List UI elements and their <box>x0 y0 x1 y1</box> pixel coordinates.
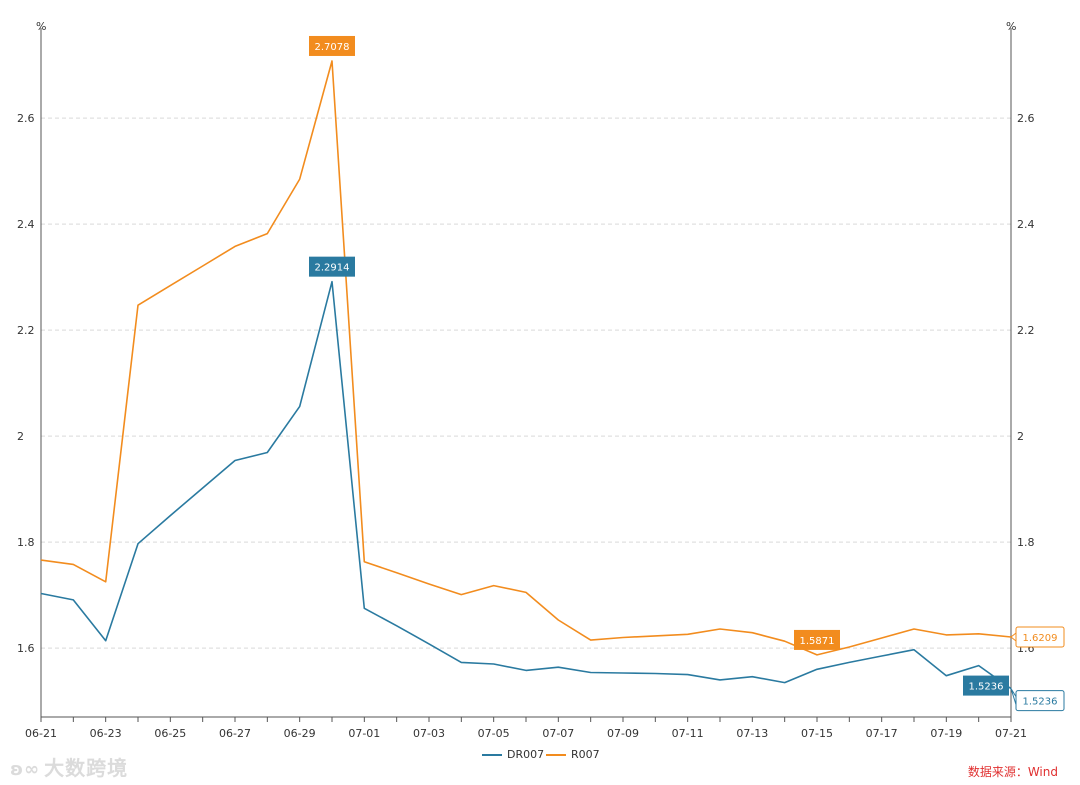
legend-item-r007[interactable]: R007 <box>546 748 600 761</box>
series-line-r007 <box>40 60 1012 656</box>
annotation-dr007-1_5236-3: 1.5236 <box>963 675 1009 696</box>
legend-swatch-r007 <box>546 753 566 756</box>
x-tick-label-07-19: 07-19 <box>930 727 962 740</box>
y-tick-right-2.4: 2.4 <box>1017 218 1035 231</box>
data-source-note: 数据来源：Wind <box>967 765 1058 779</box>
x-tick-label-06-25: 06-25 <box>154 727 186 740</box>
x-tick-label-07-17: 07-17 <box>866 727 898 740</box>
y-tick-right-2.6: 2.6 <box>1017 112 1035 125</box>
legend-label-dr007: DR007 <box>507 748 545 761</box>
x-tick-label-07-15: 07-15 <box>801 727 833 740</box>
annotation-r007-1_5871-2: 1.5871 <box>794 629 840 650</box>
y-tick-left-2.6: 2.6 <box>17 112 35 125</box>
watermark-icon: ʚ∞ <box>10 759 41 780</box>
watermark-logo: ʚ∞ 大数跨境 <box>10 752 128 781</box>
series-line-dr007 <box>40 280 1012 690</box>
annotation-box <box>309 256 355 277</box>
annotation-label: 2.2914 <box>315 263 350 274</box>
x-tick-label-06-29: 06-29 <box>284 727 316 740</box>
y-tick-left-2: 2 <box>17 430 24 443</box>
y-tick-left-1.8: 1.8 <box>17 536 35 549</box>
x-tick-label-06-27: 06-27 <box>219 727 251 740</box>
annotation-r007-2_7078-0: 2.7078 <box>309 35 355 56</box>
x-tick-label-07-07: 07-07 <box>542 727 574 740</box>
legend-label-r007: R007 <box>571 748 600 761</box>
y-tick-left-2.2: 2.2 <box>17 324 35 337</box>
x-tick-label-07-13: 07-13 <box>736 727 768 740</box>
annotation-box <box>794 629 840 650</box>
y-tick-right-2.2: 2.2 <box>1017 324 1035 337</box>
y-unit-left: % <box>36 20 46 33</box>
y-tick-right-2: 2 <box>1017 430 1024 443</box>
x-tick-label-07-01: 07-01 <box>348 727 380 740</box>
x-tick-label-06-23: 06-23 <box>90 727 122 740</box>
annotation-box <box>1015 626 1065 648</box>
watermark-text: 大数跨境 <box>44 756 129 780</box>
annotation-label: 1.5236 <box>969 682 1004 693</box>
annotation-box <box>1015 690 1065 712</box>
x-tick-label-07-21: 07-21 <box>995 727 1027 740</box>
annotation-label: 1.5236 <box>1023 697 1058 708</box>
annotation-pointer <box>1010 632 1017 642</box>
y-unit-right: % <box>1006 20 1016 33</box>
annotation-label: 1.5871 <box>800 636 835 647</box>
annotation-label: 1.6209 <box>1023 633 1058 644</box>
y-tick-right-1.8: 1.8 <box>1017 536 1035 549</box>
annotation-r007-1_6209-4: 1.6209 <box>1010 626 1065 648</box>
annotation-box <box>309 35 355 56</box>
annotation-label: 2.7078 <box>315 42 350 53</box>
annotation-box <box>963 675 1009 696</box>
legend-swatch-dr007 <box>482 753 502 756</box>
annotation-pointer <box>1010 688 1017 705</box>
x-tick-label-07-03: 07-03 <box>413 727 445 740</box>
x-tick-label-06-21: 06-21 <box>25 727 57 740</box>
y-tick-left-2.4: 2.4 <box>17 218 35 231</box>
y-tick-left-1.6: 1.6 <box>17 642 35 655</box>
legend-item-dr007[interactable]: DR007 <box>482 748 544 761</box>
x-tick-label-07-11: 07-11 <box>672 727 704 740</box>
x-tick-label-07-09: 07-09 <box>607 727 639 740</box>
x-tick-label-07-05: 07-05 <box>478 727 510 740</box>
annotation-dr007-1_5236-5: 1.5236 <box>1010 688 1065 712</box>
annotation-dr007-2_2914-1: 2.2914 <box>309 256 355 277</box>
